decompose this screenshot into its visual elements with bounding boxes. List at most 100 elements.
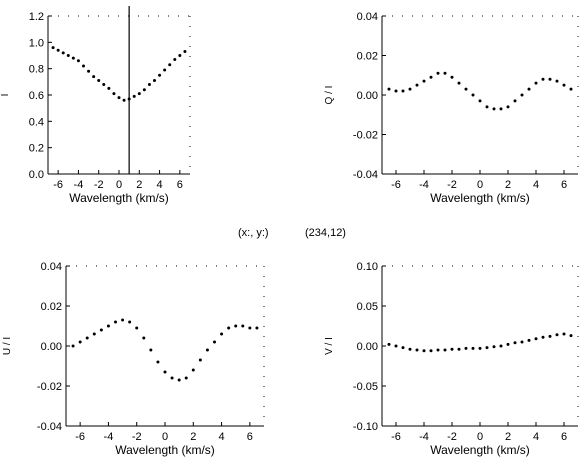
top-left-data-point (117, 96, 121, 100)
bottom-right-ylabel: V / I (324, 337, 335, 355)
top-left-data-point (147, 82, 151, 86)
bottom-right-ytick-label: 0.00 (357, 341, 378, 353)
top-left-ytick-label: 1.0 (29, 37, 44, 49)
top-right-data-point (548, 77, 552, 81)
top-left-xtick-label: 6 (177, 179, 183, 191)
bottom-right-data-point (401, 346, 405, 350)
top-right-ylabel: Q / I (324, 86, 335, 105)
top-right-data-point (506, 105, 510, 109)
bottom-left-ytick-label: 0.04 (41, 261, 62, 273)
bottom-left-data-point (177, 378, 181, 382)
bottom-left-data-point (255, 326, 259, 330)
top-right-data-point (457, 81, 461, 85)
top-left-data-point (173, 57, 177, 61)
bottom-right-data-point (394, 344, 398, 348)
top-left-data-point (61, 51, 65, 55)
top-left-data-point (66, 54, 70, 57)
bottom-right-ytick-label: 0.05 (357, 301, 378, 313)
top-right-data-point (562, 83, 566, 87)
bottom-right-xtick-label: -6 (391, 431, 401, 443)
top-left-data-point (71, 56, 75, 60)
top-right-data-point (520, 93, 524, 97)
bottom-left-xtick-label: 6 (247, 431, 253, 443)
bottom-right-data-point (436, 348, 440, 352)
top-right-data-point (499, 107, 503, 111)
bottom-right-xlabel: Wavelength (km/s) (430, 443, 530, 457)
bottom-left-data-point (78, 340, 82, 344)
bottom-left-data-point (106, 324, 110, 328)
bottom-left-data-point (99, 328, 103, 332)
bottom-left-data-point (135, 326, 139, 330)
top-right-xlabel: Wavelength (km/s) (430, 191, 530, 205)
top-left-data-point (102, 82, 106, 86)
top-left-ytick-label: 0.2 (29, 143, 44, 155)
bottom-left-ytick-label: 0.00 (41, 341, 62, 353)
bottom-left-xtick-label: -2 (132, 431, 142, 443)
bottom-left-data-point (170, 376, 174, 380)
top-left-data-point (92, 75, 96, 79)
top-right-ytick-label: 0.00 (357, 90, 378, 102)
top-left-ytick-label: 0.0 (29, 169, 44, 181)
top-left-data-point (158, 73, 162, 77)
cursor-readout-label: (x:, y:) (238, 227, 269, 239)
bottom-right-data-point (443, 348, 447, 352)
bottom-right-data-point (450, 347, 454, 351)
top-right-data-point (478, 99, 482, 103)
top-left-data-point (178, 54, 182, 57)
bottom-left-data-point (156, 360, 160, 364)
top-left-xtick-label: -6 (53, 179, 63, 191)
bottom-left-ytick-label: 0.02 (41, 301, 62, 313)
bottom-left-data-point (114, 320, 117, 324)
top-right-xtick-label: -4 (419, 179, 429, 191)
bottom-left-data-point (213, 340, 216, 344)
bottom-right-xtick-label: -4 (419, 431, 429, 443)
top-left-data-point (87, 69, 91, 73)
bottom-left-data-point (220, 332, 224, 336)
top-left-data-point (127, 97, 131, 101)
bottom-right-xtick-label: 4 (533, 431, 539, 443)
bottom-left-data-point (234, 324, 238, 328)
bottom-right-data-point (562, 332, 566, 336)
bottom-right-data-point (457, 347, 461, 351)
bottom-left-data-point (227, 326, 231, 330)
top-right-data-point (422, 79, 426, 83)
bottom-right-data-point (415, 348, 419, 352)
bottom-left-data-point (142, 336, 146, 340)
bottom-right-ytick-label: -0.05 (353, 381, 378, 393)
top-right-data-point (408, 87, 412, 91)
bottom-left-xlabel: Wavelength (km/s) (115, 443, 215, 457)
cursor-readout-value: (234,12) (305, 227, 346, 239)
top-left-data-point (56, 48, 60, 52)
bottom-right-data-point (387, 342, 391, 346)
top-right-data-point (443, 71, 447, 75)
top-right-data-point (387, 87, 391, 91)
bottom-left-data-point (198, 358, 202, 362)
top-left-data-point (153, 79, 156, 83)
top-right-xtick-label: -6 (391, 179, 401, 191)
bottom-right-ytick-label: 0.10 (357, 261, 378, 273)
top-right-data-point (527, 87, 531, 91)
bottom-right-data-point (541, 335, 545, 339)
top-left-ytick-label: 1.2 (29, 11, 44, 23)
bottom-left-data-point (191, 368, 195, 372)
top-right-xtick-label: -2 (447, 179, 457, 191)
top-left-data-point (168, 63, 172, 67)
bottom-left-data-point (85, 336, 89, 340)
bottom-left-xtick-label: 4 (219, 431, 225, 443)
bottom-right-data-point (569, 334, 573, 338)
top-left-data-point (122, 98, 126, 102)
top-right-data-point (415, 83, 419, 87)
bottom-right-data-point (471, 346, 475, 350)
top-left-data-point (132, 94, 136, 98)
top-left-data-point (97, 79, 101, 83)
top-left-ylabel: I (0, 94, 11, 97)
top-left-data-point (142, 88, 146, 92)
top-right-data-point (541, 77, 545, 81)
top-right-ytick-label: 0.04 (357, 11, 378, 23)
top-right-data-point (401, 89, 405, 93)
top-left-ytick-label: 0.6 (29, 90, 44, 102)
top-left-data-point (51, 46, 55, 50)
top-right-data-point (436, 71, 440, 75)
bottom-right-xtick-label: 0 (477, 431, 483, 443)
